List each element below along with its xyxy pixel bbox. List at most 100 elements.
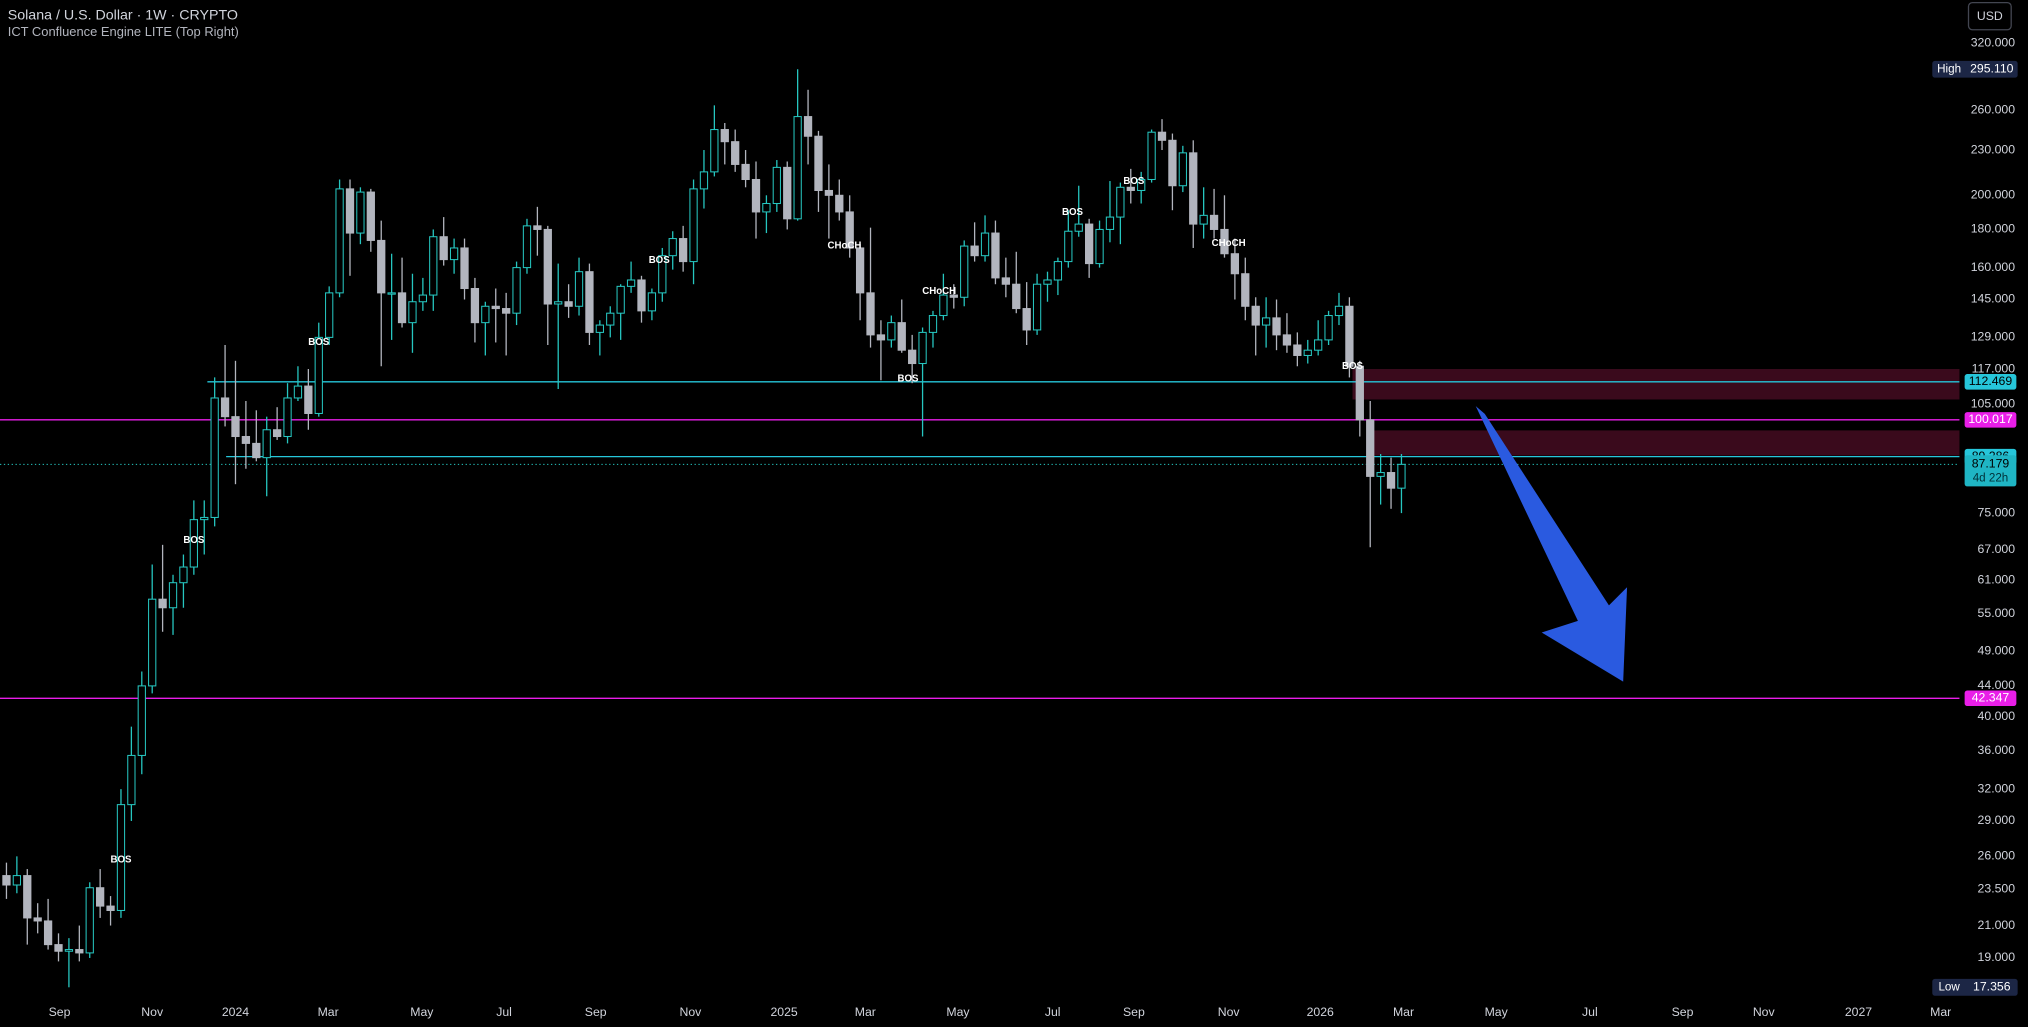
candle-body [1064,230,1073,263]
candle-body [866,292,875,336]
y-tick-label: 260.000 [1971,103,2016,117]
candle-body [991,232,1000,279]
countdown-label: 4d 22h [1973,472,2009,485]
candles [2,69,1406,988]
extreme-badge-name: High [1937,62,1961,75]
candle-body [1209,214,1219,230]
candle-body [855,247,865,294]
candle-body [460,247,469,290]
extreme-badge [1932,60,2018,78]
candle-body [803,116,813,137]
structure-label: CHoCH [1212,238,1246,249]
candle-body [897,322,906,351]
candle-body [1157,131,1167,141]
structure-label: BOS [1342,361,1364,372]
candle-body [85,887,94,954]
candle-body [1189,152,1198,225]
candle-body [980,232,990,257]
price-axis: 320.000 260.000 230.000 200.000 180.000 160.0… [49,35,2016,1019]
candle-body [606,312,615,326]
candle-body [1074,223,1083,232]
candle-body [533,225,542,230]
candle-body [637,279,646,312]
y-tick-label: 55.000 [1978,606,2016,620]
candle-body [949,294,958,298]
y-tick-label: 19.000 [1978,950,2016,964]
candle-body [1261,317,1271,326]
y-tick-label: 105.000 [1971,396,2016,410]
candle-body [179,566,188,584]
structure-label: BOS [649,255,671,266]
candle-body [1116,186,1125,218]
candle-body [345,188,355,234]
candle-body [470,287,480,324]
candle-body [522,225,532,269]
x-tick-label: May [410,1005,434,1019]
candle-body [314,336,323,414]
x-tick-label: 2027 [1845,1005,1872,1019]
x-tick-label: Mar [1930,1005,1951,1019]
x-tick-label: 2025 [770,1005,797,1019]
currency-button[interactable] [1967,1,2012,31]
price-badge-label: 42.347 [1972,691,2010,705]
y-tick-label: 40.000 [1978,709,2016,723]
candle-body [574,271,584,307]
currency-label[interactable]: USD [1977,9,2003,23]
candle-body [43,920,53,946]
y-tick-label: 230.000 [1971,142,2016,156]
levels [0,381,1960,699]
candle-body [616,285,625,314]
candle-body [1303,349,1312,356]
y-tick-label: 29.000 [1978,813,2016,827]
structure-label: BOS [1123,176,1145,187]
y-tick-label: 320.000 [1971,35,2016,49]
x-tick-label: Jul [1582,1005,1598,1019]
candle-body [762,202,771,213]
candle-body [710,129,719,173]
x-tick-label: Mar [855,1005,876,1019]
candle-body [168,582,178,609]
candle-body [231,416,240,438]
extreme-badge-value: 295.110 [1970,62,2014,76]
candle-body [1053,261,1063,281]
x-tick-label: May [1485,1005,1509,1019]
zones [1352,369,1960,456]
candle-body [12,875,22,886]
candle-body [1282,334,1292,346]
x-tick-label: Nov [680,1005,703,1019]
candle-body [689,188,698,263]
candle-body [543,228,552,305]
extreme-badge [1932,978,2018,996]
y-tick-label: 129.000 [1971,330,2016,344]
candle-body [554,301,563,305]
candle-body [366,191,375,241]
candle-body [116,804,126,911]
candle-body [928,315,938,333]
candle-body [1345,305,1354,367]
x-tick-label: Nov [1753,1005,1776,1019]
candle-body [960,245,969,298]
candle-body [1386,472,1396,489]
candle-body [148,598,157,687]
candle-body [845,211,854,249]
candle-body [418,294,428,303]
candle-body [325,292,334,338]
candle-body [158,598,167,609]
y-tick-label: 23.500 [1978,881,2016,895]
candle-body [835,194,844,213]
candle-body [127,754,136,806]
candle-body [33,917,42,922]
candle-body [1105,216,1115,230]
candle-body [335,188,344,294]
candle-body [377,239,386,294]
y-tick-label: 145.000 [1971,292,2016,306]
x-tick-label: Nov [1218,1005,1241,1019]
candle-body [1241,273,1250,307]
candle-body [293,385,303,399]
fvg-zone [1352,369,1960,400]
price-badge-label: 100.017 [1968,412,2013,426]
candle-body [793,116,802,220]
y-tick-label: 117.000 [1972,361,2016,375]
